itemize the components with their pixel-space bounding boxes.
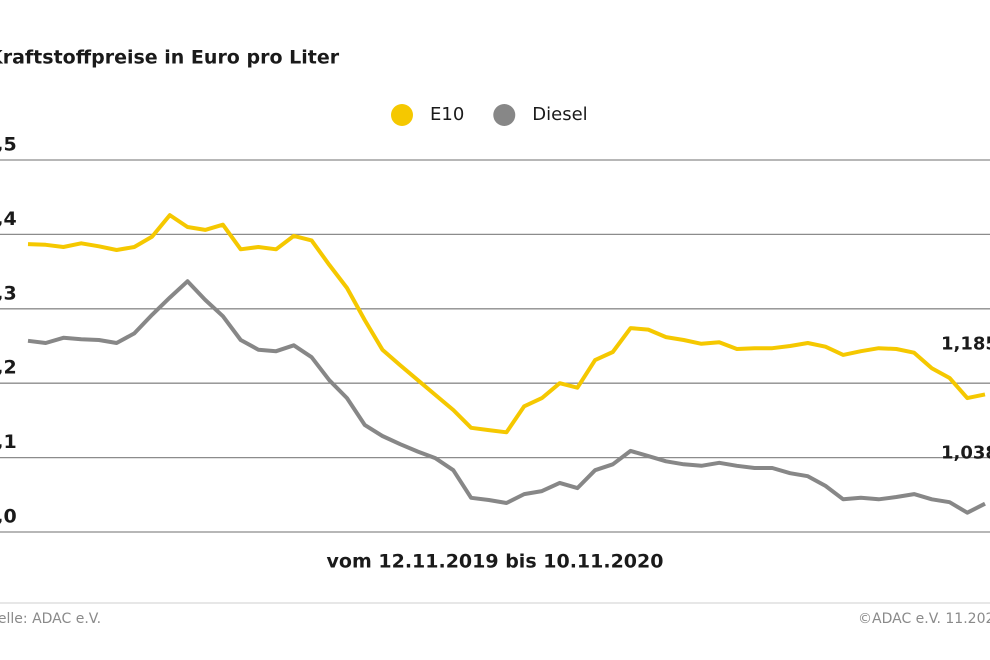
value-label: 1,038 [941, 443, 990, 464]
series-line [27, 213, 986, 435]
y-tick-label: 1,2 [0, 357, 17, 379]
y-tick-label: 1,1 [0, 431, 17, 453]
chart-subtitle: vom 12.11.2019 bis 10.11.2020 [327, 551, 664, 573]
copyright: ©ADAC e.V. 11.2020 [858, 611, 990, 627]
legend-marker [391, 104, 413, 126]
y-tick-label: 1,5 [0, 134, 17, 156]
legend-label: E10 [430, 104, 464, 125]
y-tick-label: 1,0 [0, 506, 17, 528]
legend-label: Diesel [532, 104, 587, 125]
source: Quelle: ADAC e.V. [0, 611, 101, 627]
value-label: 1,185 [941, 333, 990, 354]
y-tick-label: 1,4 [0, 208, 17, 230]
series-line [27, 279, 986, 515]
legend-marker [493, 104, 516, 126]
chart-title: Kraftstoffpreise in Euro pro Liter [0, 47, 340, 69]
y-tick-label: 1,3 [0, 282, 17, 304]
